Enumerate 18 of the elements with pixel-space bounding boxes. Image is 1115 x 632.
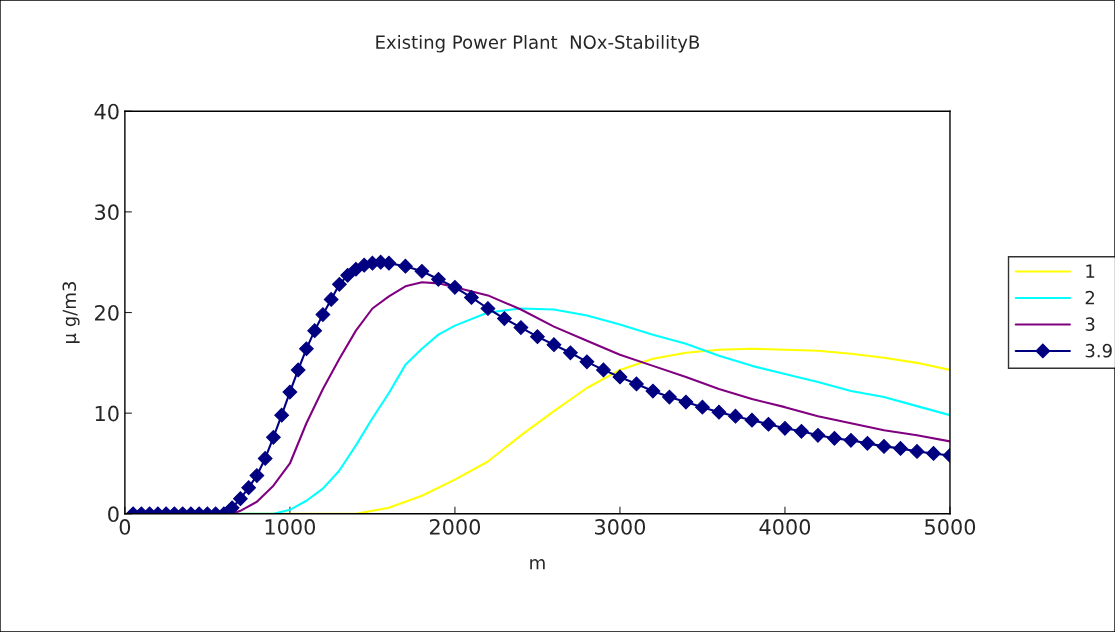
y-tick-label: 10 — [95, 405, 119, 422]
legend-label: 2 — [1085, 290, 1095, 305]
x-tick-label: 5000 — [925, 519, 976, 535]
x-tick-label: 4000 — [759, 519, 811, 535]
legend-label: 3 — [1085, 317, 1095, 332]
x-tick-label: 0 — [119, 519, 131, 535]
x-tick-label: 1000 — [265, 519, 316, 535]
x-axis-title: m — [530, 559, 545, 570]
y-axis-title: μ g/m3 — [62, 282, 80, 343]
y-tick-label: 20 — [95, 304, 119, 321]
x-tick-label: 2000 — [429, 519, 481, 535]
legend-label: 1 — [1086, 264, 1095, 278]
legend-label: 3.9 — [1085, 343, 1112, 358]
y-tick-label: 30 — [95, 204, 119, 221]
x-tick-label: 3000 — [595, 519, 646, 535]
y-tick-label: 0 — [108, 506, 119, 523]
y-tick-label: 40 — [94, 103, 119, 120]
chart-title: Existing Power Plant NOx-StabilityB — [376, 35, 700, 53]
